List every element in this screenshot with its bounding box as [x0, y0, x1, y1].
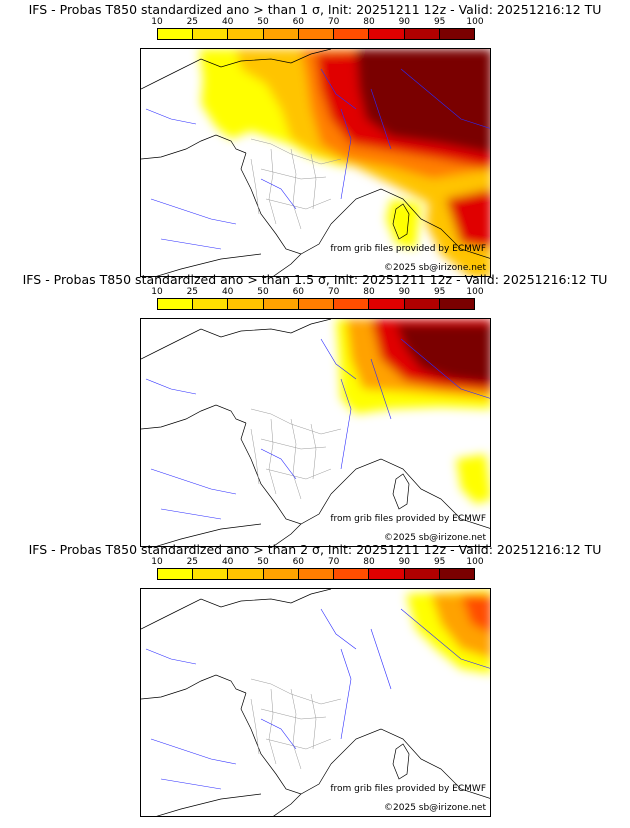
copyright: ©2025 sb@irizone.net — [384, 803, 486, 813]
colorbar-swatch — [228, 299, 264, 309]
colorbar-swatch — [334, 299, 370, 309]
colorbar-tick: 40 — [221, 17, 234, 27]
colorbar: 10 25 40 50 60 70 80 90 95 100 — [151, 557, 484, 581]
colorbar: 10 25 40 50 60 70 80 90 95 100 — [151, 17, 484, 41]
rivers — [145, 338, 490, 520]
colorbar-swatch — [263, 569, 299, 579]
colorbar-tick: 10 — [151, 17, 163, 27]
colorbar-tick: 90 — [398, 287, 411, 297]
colorbar-tick-labels: 10 25 40 50 60 70 80 90 95 100 — [151, 17, 483, 28]
panel-title: IFS - Probas T850 standardized ano > tha… — [28, 542, 602, 557]
colorbar-tick: 10 — [151, 287, 163, 297]
colorbar-tick: 10 — [151, 557, 163, 567]
map-canvas — [141, 49, 490, 276]
rivers — [145, 68, 490, 250]
panel-2: IFS - Probas T850 standardized ano > tha… — [0, 270, 630, 547]
map-canvas — [141, 589, 490, 816]
colorbar-tick: 60 — [292, 557, 305, 567]
colorbar-tick: 40 — [221, 287, 234, 297]
colorbar-tick-labels: 10 25 40 50 60 70 80 90 95 100 — [151, 557, 483, 568]
coastlines — [141, 589, 490, 816]
colorbar-tick: 25 — [186, 17, 199, 27]
colorbar-swatch — [228, 569, 264, 579]
colorbar-tick: 50 — [257, 557, 269, 567]
colorbar-tick-labels: 10 25 40 50 60 70 80 90 95 100 — [151, 287, 483, 298]
colorbar-tick: 90 — [398, 17, 411, 27]
colorbar-swatch — [298, 29, 335, 39]
colorbar-tick: 80 — [363, 17, 375, 27]
probability-field — [336, 319, 490, 504]
panel-title: IFS - Probas T850 standardized ano > tha… — [28, 2, 602, 17]
colorbar-tick: 50 — [257, 17, 269, 27]
colorbar-swatch — [193, 569, 229, 579]
colorbar-tick: 70 — [327, 17, 340, 27]
colorbar-swatch — [334, 29, 370, 39]
colorbar-tick: 25 — [186, 557, 199, 567]
colorbar-tick: 60 — [292, 287, 305, 297]
colorbar-swatch — [369, 29, 405, 39]
colorbar-tick: 95 — [433, 17, 446, 27]
colorbar-swatch — [263, 29, 299, 39]
colorbar-tick: 60 — [292, 17, 305, 27]
colorbar-tick: 25 — [186, 287, 199, 297]
colorbar-tick: 80 — [363, 557, 375, 567]
colorbar-swatch — [369, 569, 405, 579]
probability-map: from grib files provided by ECMWF ©2025 … — [140, 588, 491, 817]
colorbar-swatch — [193, 29, 229, 39]
colorbar-tick: 100 — [466, 557, 484, 567]
admin-borders — [250, 138, 342, 230]
admin-borders — [250, 678, 342, 770]
panel-3: IFS - Probas T850 standardized ano > tha… — [0, 540, 630, 817]
colorbar-tick: 90 — [398, 557, 411, 567]
colorbar-tick: 70 — [327, 557, 340, 567]
colorbar-swatch — [298, 569, 335, 579]
colorbar-swatch — [369, 299, 405, 309]
colorbar-swatch — [439, 569, 474, 579]
source-credit: from grib files provided by ECMWF — [330, 514, 486, 524]
colorbar-swatch — [263, 299, 299, 309]
probability-map: from grib files provided by ECMWF ©2025 … — [140, 48, 491, 277]
colorbar-swatch — [404, 569, 440, 579]
panel-1: IFS - Probas T850 standardized ano > tha… — [0, 0, 630, 277]
probability-field — [199, 49, 490, 276]
probability-map: from grib files provided by ECMWF ©2025 … — [140, 318, 491, 547]
colorbar-tick: 100 — [466, 17, 484, 27]
colorbar-tick: 100 — [466, 287, 484, 297]
rivers — [145, 608, 490, 790]
colorbar-tick: 95 — [433, 287, 446, 297]
colorbar: 10 25 40 50 60 70 80 90 95 100 — [151, 287, 484, 311]
colorbar-tick: 80 — [363, 287, 375, 297]
colorbar-tick: 95 — [433, 557, 446, 567]
colorbar-swatches — [157, 28, 475, 40]
panel-title: IFS - Probas T850 standardized ano > tha… — [22, 272, 608, 287]
probability-field — [406, 589, 490, 674]
colorbar-tick: 40 — [221, 557, 234, 567]
colorbar-tick: 50 — [257, 287, 269, 297]
colorbar-swatch — [158, 29, 194, 39]
coastlines — [141, 49, 490, 276]
map-canvas — [141, 319, 490, 546]
colorbar-swatch — [158, 299, 194, 309]
colorbar-swatch — [334, 569, 370, 579]
colorbar-swatch — [228, 29, 264, 39]
copyright: ©2025 sb@irizone.net — [384, 533, 486, 543]
colorbar-swatch — [439, 299, 474, 309]
colorbar-swatch — [193, 299, 229, 309]
copyright: ©2025 sb@irizone.net — [384, 263, 486, 273]
coastlines — [141, 319, 490, 546]
colorbar-tick: 70 — [327, 287, 340, 297]
colorbar-swatch — [404, 299, 440, 309]
admin-borders — [250, 408, 342, 500]
colorbar-swatches — [157, 568, 475, 580]
colorbar-swatch — [298, 299, 335, 309]
colorbar-swatches — [157, 298, 475, 310]
source-credit: from grib files provided by ECMWF — [330, 244, 486, 254]
colorbar-swatch — [439, 29, 474, 39]
source-credit: from grib files provided by ECMWF — [330, 784, 486, 794]
colorbar-swatch — [404, 29, 440, 39]
colorbar-swatch — [158, 569, 194, 579]
